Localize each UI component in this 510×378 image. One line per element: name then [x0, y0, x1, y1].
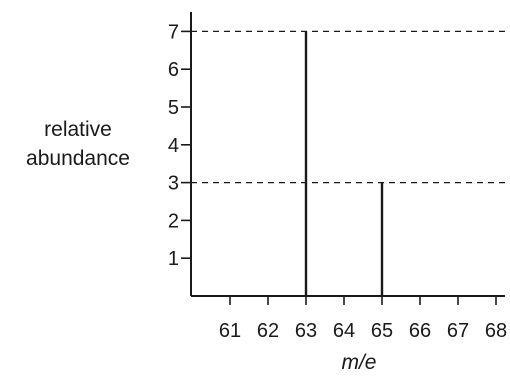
y-tick-label: 6 [168, 59, 179, 81]
x-tick-label: 67 [447, 320, 469, 342]
x-axis-title: m/e [341, 351, 376, 374]
y-tick-label: 4 [168, 135, 179, 157]
y-tick-label: 5 [168, 97, 179, 119]
y-ticks: 1 2 3 4 5 6 7 [168, 21, 191, 270]
axes [190, 12, 505, 297]
x-tick-label: 68 [485, 320, 507, 342]
bars [304, 31, 384, 296]
x-tick-label: 64 [333, 320, 355, 342]
x-ticks: 61 62 63 64 65 66 67 68 [219, 296, 507, 342]
x-tick-label: 66 [409, 320, 431, 342]
x-tick-label: 63 [295, 320, 317, 342]
y-tick-label: 1 [168, 248, 179, 270]
y-tick-label: 7 [168, 21, 179, 43]
y-tick-label: 2 [168, 210, 179, 232]
y-axis-title-line-2: abundance [26, 147, 130, 170]
y-axis-title-line-1: relative [44, 118, 112, 141]
reference-lines [191, 30, 505, 184]
x-tick-label: 62 [257, 320, 279, 342]
y-tick-label: 3 [168, 173, 179, 195]
x-tick-label: 61 [219, 320, 241, 342]
x-tick-label: 65 [371, 320, 393, 342]
